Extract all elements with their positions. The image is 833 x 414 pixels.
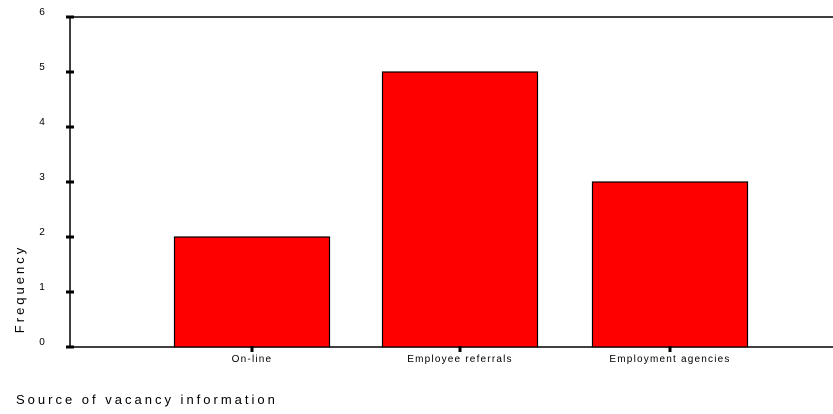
x-axis-title: Source of vacancy information [16,392,278,407]
y-tick-label: 4 [39,117,46,128]
y-tick-label: 2 [39,227,46,238]
y-tick-mark [66,125,74,129]
y-tick-mark [66,345,74,349]
y-tick-label: 3 [39,172,46,183]
y-tick-mark [66,290,74,294]
bar [381,71,539,348]
x-tick-label: Employee referrals [407,354,513,365]
y-axis-title: Frequency [12,245,27,333]
y-axis-ticks: 0 1 2 3 4 5 6 [39,7,74,349]
bars [173,71,749,348]
x-tick-label: On-line [232,354,273,365]
y-tick-label: 6 [39,7,46,18]
y-tick-mark [66,15,74,19]
x-axis-ticks: On-line Employee referrals Employment agen… [232,346,730,365]
x-tick-label: Employment agencies [609,354,730,365]
x-tick-mark [668,346,672,352]
y-tick-mark [66,70,74,74]
y-tick-label: 0 [39,337,46,348]
y-tick-mark [66,180,74,184]
bar [591,181,749,348]
y-tick-label: 5 [39,62,46,73]
x-tick-mark [250,346,254,352]
y-tick-label: 1 [39,282,46,293]
y-tick-mark [66,235,74,239]
bar [173,236,331,348]
x-tick-mark [458,346,462,352]
